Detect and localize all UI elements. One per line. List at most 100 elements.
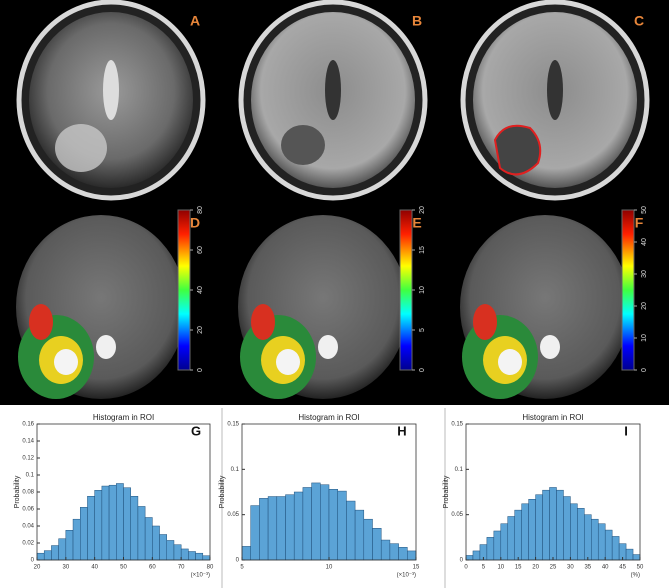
y-tick-label: 0.16 [22, 422, 34, 428]
bar [354, 509, 365, 561]
y-tick-label: 0.12 [22, 456, 34, 462]
bar [51, 545, 59, 561]
colorbar [621, 209, 635, 371]
bar [137, 506, 146, 561]
x-tick-label: 40 [602, 565, 609, 571]
bar [188, 551, 196, 561]
colorbar-tick-label: 40 [197, 286, 204, 294]
bar [465, 555, 474, 561]
colorbar-tick-label: 0 [197, 368, 204, 372]
bar [173, 544, 182, 561]
bar [159, 534, 168, 561]
bar [549, 487, 557, 561]
bar [195, 552, 204, 561]
bar [604, 529, 613, 561]
x-tick-label: 70 [178, 565, 185, 571]
bar [577, 508, 585, 561]
bar [591, 518, 599, 561]
x-tick-label: 80 [207, 565, 214, 571]
bar [625, 548, 634, 561]
y-tick-label: 0.04 [22, 524, 34, 530]
panel-label: C [634, 13, 644, 29]
x-unit: (×10⁻³) [191, 573, 210, 579]
bar [259, 498, 269, 561]
bar [507, 516, 515, 561]
colorbar-tick-label: 60 [197, 246, 204, 254]
y-axis-label: Probability [219, 475, 226, 508]
y-tick-label: 0 [31, 558, 35, 564]
roi-outline [493, 124, 542, 176]
colorbar [399, 209, 413, 371]
x-tick-label: 40 [91, 565, 98, 571]
colorbar-tick-label: 5 [419, 328, 426, 332]
y-tick-label: 0.1 [26, 473, 35, 479]
bar [302, 487, 312, 561]
panel-label: G [191, 423, 201, 438]
bar [116, 483, 124, 561]
mri-image [238, 215, 408, 399]
x-tick-label: 30 [567, 565, 574, 571]
x-tick-label: 45 [619, 565, 626, 571]
bar [43, 550, 52, 561]
bar [493, 530, 502, 561]
y-axis-label: Probability [443, 475, 450, 508]
x-tick-label: 60 [149, 565, 156, 571]
bar [380, 539, 391, 561]
y-tick-label: 0.1 [231, 467, 240, 473]
bar [542, 489, 550, 561]
y-tick-label: 0.15 [227, 422, 239, 428]
bar [87, 496, 95, 561]
mri-image [460, 0, 650, 201]
bar [320, 484, 330, 561]
bar [328, 489, 338, 561]
colorbar-tick-label: 40 [641, 238, 648, 246]
roi-map [29, 304, 53, 340]
colorbar-tick-label: 50 [641, 206, 648, 214]
x-tick-label: 10 [326, 565, 333, 571]
roi-map [498, 349, 522, 375]
panel-label: A [190, 13, 200, 29]
chart-title: Histogram in ROI [93, 413, 154, 422]
bar [152, 525, 160, 561]
bar [389, 543, 399, 561]
bar [346, 500, 356, 561]
ventricle [103, 60, 119, 120]
bar [108, 484, 117, 561]
colorbar-tick-label: 30 [641, 270, 648, 278]
bar [80, 507, 88, 561]
bar [372, 528, 382, 561]
y-axis-label: Probability [14, 475, 21, 508]
x-tick-label: 35 [584, 565, 591, 571]
x-unit: (×10⁻³) [397, 573, 416, 579]
x-tick-label: 20 [34, 565, 41, 571]
bar [632, 554, 641, 561]
bar [337, 490, 347, 561]
bar [293, 491, 304, 561]
bar [535, 494, 543, 561]
mri-image [238, 0, 428, 201]
panel-label: I [624, 423, 628, 438]
bar [563, 496, 571, 561]
bar [123, 487, 131, 561]
bar [570, 503, 578, 561]
mri-image [16, 0, 206, 201]
y-tick-label: 0.05 [451, 512, 463, 518]
bar [36, 552, 45, 561]
bar [311, 482, 321, 561]
bar [285, 494, 295, 561]
colorbar-tick-label: 20 [197, 326, 204, 334]
colorbar-tick-label: 20 [419, 206, 426, 214]
y-tick-label: 0 [460, 558, 464, 564]
bar [521, 503, 529, 561]
colorbar-tick-label: 0 [419, 368, 426, 372]
panel-label: H [397, 423, 406, 438]
x-tick-label: 30 [62, 565, 69, 571]
roi-map [540, 335, 560, 359]
mri-image [460, 215, 630, 399]
x-tick-label: 50 [637, 565, 644, 571]
colorbar-tick-label: 10 [641, 334, 648, 342]
bar [166, 540, 175, 561]
roi-map [276, 349, 300, 375]
y-tick-label: 0.02 [22, 541, 34, 547]
